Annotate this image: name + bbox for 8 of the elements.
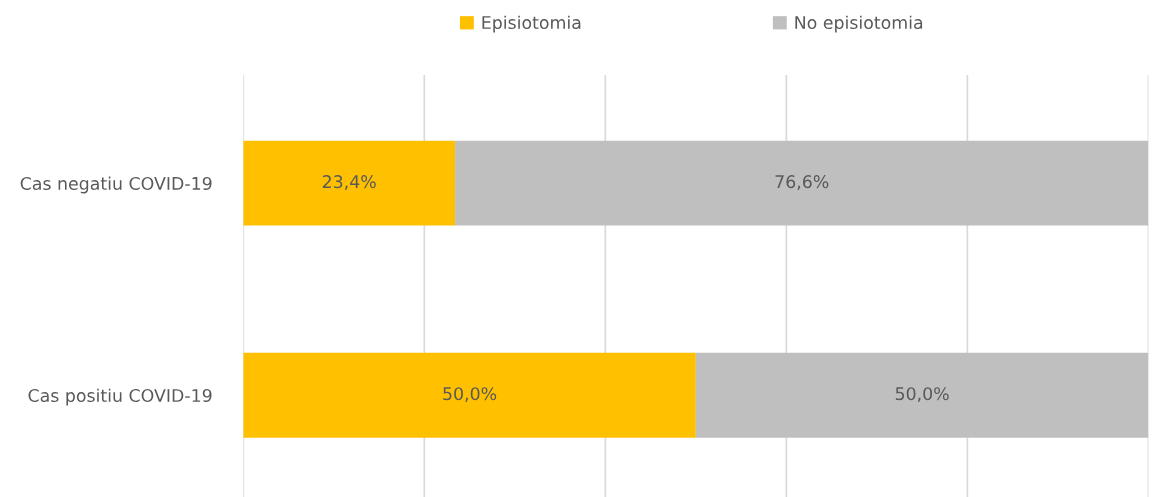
legend-label: Episiotomia [482, 15, 581, 33]
data-label: 50,0% [895, 387, 949, 403]
data-label: 76,6% [775, 175, 829, 190]
y-tick-label: Cas positiu COVID-19 [28, 388, 212, 406]
legend-label: No episiotomia [795, 15, 923, 33]
data-label: 50,0% [443, 387, 497, 403]
data-label: 23,4% [322, 175, 376, 190]
y-tick-label: Cas negatiu COVID-19 [20, 176, 212, 194]
